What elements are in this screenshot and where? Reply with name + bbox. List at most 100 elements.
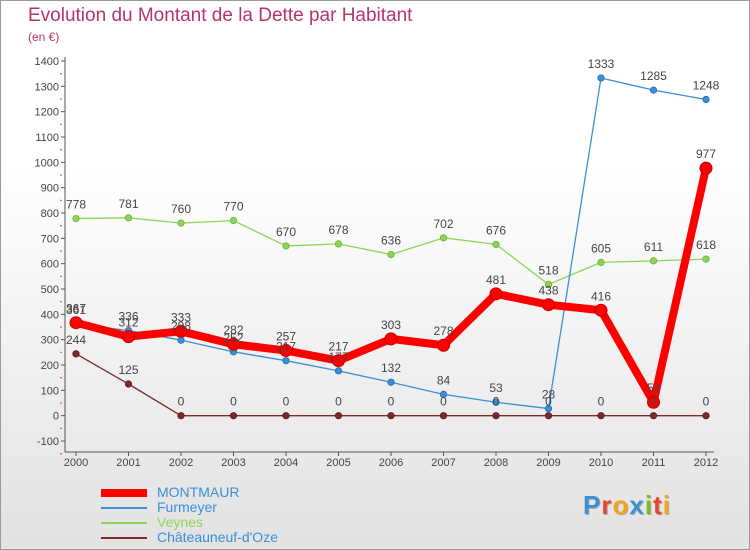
data-label: 361 bbox=[66, 303, 86, 317]
y-tick-label: 100 bbox=[41, 385, 59, 397]
data-point bbox=[174, 324, 188, 338]
y-minor-tick bbox=[60, 199, 62, 202]
data-label: 778 bbox=[66, 198, 86, 212]
data-label: 177 bbox=[328, 350, 348, 364]
data-point bbox=[439, 234, 448, 242]
data-point bbox=[647, 395, 660, 409]
data-label: 605 bbox=[591, 241, 611, 255]
data-label: 670 bbox=[276, 225, 296, 239]
data-label: 84 bbox=[437, 373, 451, 387]
data-label: 636 bbox=[381, 234, 401, 248]
chart-title: Evolution du Montant de la Dette par Hab… bbox=[28, 5, 413, 26]
y-tick-label: 600 bbox=[41, 259, 59, 271]
y-minor-tick bbox=[60, 123, 62, 126]
data-point bbox=[279, 344, 293, 358]
y-minor-tick bbox=[60, 351, 62, 354]
x-tick-label: 2003 bbox=[221, 457, 245, 469]
y-minor-tick bbox=[60, 275, 62, 278]
data-point bbox=[334, 240, 343, 248]
y-minor-tick bbox=[60, 224, 62, 227]
data-point bbox=[177, 412, 185, 420]
data-label: 0 bbox=[650, 395, 657, 409]
y-tick-label: 400 bbox=[41, 309, 59, 321]
data-label: 1285 bbox=[640, 69, 667, 83]
y-tick-label: 1000 bbox=[35, 157, 59, 169]
data-label: 125 bbox=[118, 363, 138, 377]
y-minor-tick bbox=[60, 148, 62, 151]
x-tick-label: 2007 bbox=[431, 457, 455, 469]
data-point bbox=[544, 412, 553, 420]
data-label: 367 bbox=[66, 302, 86, 316]
legend-label: Veynes bbox=[157, 514, 203, 530]
line-chart: 1400130012001100100090080070060050040030… bbox=[35, 56, 720, 469]
data-point bbox=[439, 412, 448, 420]
data-point bbox=[72, 214, 80, 223]
data-label: 0 bbox=[178, 395, 185, 409]
data-point bbox=[334, 367, 343, 375]
data-point bbox=[649, 257, 658, 265]
data-point bbox=[69, 316, 83, 330]
data-point bbox=[122, 330, 135, 344]
data-label: 977 bbox=[696, 147, 716, 161]
data-point bbox=[229, 217, 238, 225]
y-minor-tick bbox=[60, 174, 62, 176]
data-label: 282 bbox=[223, 323, 243, 337]
data-point bbox=[227, 337, 240, 351]
data-point bbox=[387, 412, 395, 420]
x-tick-label: 2004 bbox=[274, 457, 298, 469]
data-label: 217 bbox=[276, 340, 296, 354]
y-tick-label: 900 bbox=[41, 183, 59, 195]
data-label: 676 bbox=[486, 223, 506, 237]
data-point bbox=[387, 250, 395, 259]
data-point bbox=[597, 74, 605, 82]
data-point bbox=[384, 332, 398, 346]
x-tick-label: 2005 bbox=[326, 457, 350, 469]
data-label: 53 bbox=[647, 381, 661, 395]
data-label: 0 bbox=[545, 395, 552, 409]
y-tick-label: -100 bbox=[37, 436, 59, 448]
y-minor-tick bbox=[60, 402, 62, 404]
data-point bbox=[542, 298, 555, 312]
data-label: 252 bbox=[223, 331, 243, 345]
data-point bbox=[649, 412, 658, 420]
x-tick-label: 2008 bbox=[484, 457, 508, 469]
y-tick-label: 1200 bbox=[35, 107, 59, 119]
data-label: 0 bbox=[283, 395, 290, 409]
y-minor-tick bbox=[60, 250, 62, 252]
legend-swatch bbox=[101, 537, 147, 539]
data-point bbox=[124, 214, 133, 222]
data-point bbox=[177, 219, 185, 227]
data-point bbox=[334, 412, 343, 420]
data-point bbox=[544, 404, 553, 413]
data-label: 336 bbox=[118, 310, 138, 324]
data-label: 28 bbox=[542, 388, 556, 402]
x-tick-label: 2009 bbox=[536, 457, 560, 469]
data-label: 312 bbox=[118, 316, 138, 330]
data-point bbox=[649, 86, 658, 94]
data-label: 333 bbox=[171, 310, 191, 324]
data-point bbox=[492, 240, 500, 249]
data-label: 481 bbox=[486, 273, 506, 287]
data-label: 132 bbox=[381, 361, 401, 375]
data-label: 298 bbox=[171, 319, 191, 333]
y-minor-tick bbox=[60, 72, 62, 75]
y-tick-label: 700 bbox=[41, 233, 59, 245]
data-label: 0 bbox=[598, 395, 605, 409]
data-point bbox=[699, 161, 713, 175]
data-label: 278 bbox=[433, 324, 453, 338]
data-point bbox=[332, 354, 345, 368]
y-tick-label: 800 bbox=[41, 208, 59, 220]
chart-unit: (en €) bbox=[28, 30, 60, 44]
data-point bbox=[492, 412, 500, 420]
data-label: 303 bbox=[381, 318, 401, 332]
y-tick-label: 1400 bbox=[35, 56, 59, 68]
y-tick-label: 1300 bbox=[35, 81, 59, 93]
data-point bbox=[489, 287, 503, 301]
data-label: 53 bbox=[489, 381, 503, 395]
x-tick-label: 2001 bbox=[116, 457, 140, 469]
data-point bbox=[72, 350, 80, 358]
y-tick-label: 500 bbox=[41, 284, 59, 296]
data-point bbox=[544, 280, 553, 289]
data-point bbox=[437, 338, 450, 352]
